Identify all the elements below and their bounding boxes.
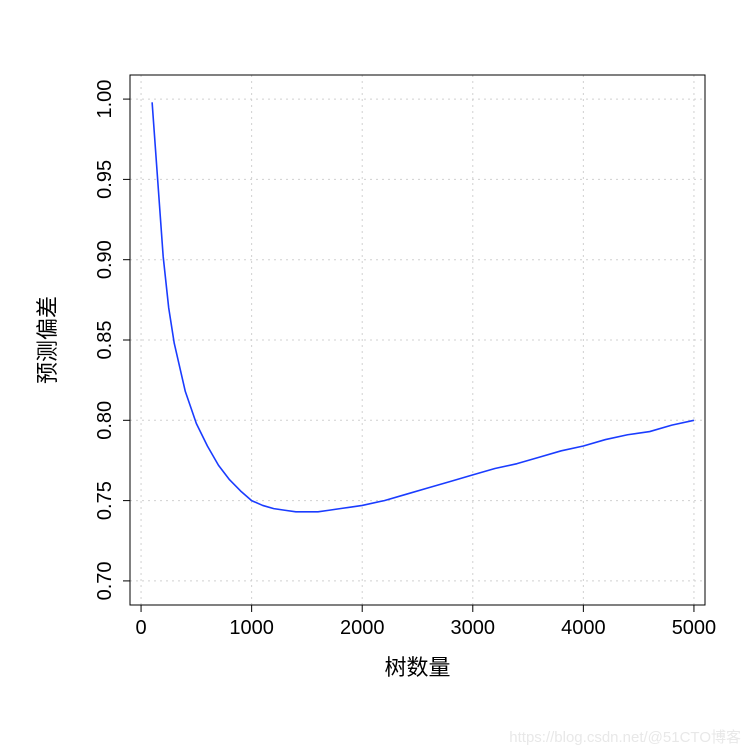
- y-tick-label: 0.80: [94, 401, 116, 440]
- y-tick-label: 0.85: [94, 321, 116, 360]
- y-tick-label: 0.90: [94, 240, 116, 279]
- x-tick-label: 3000: [451, 617, 496, 639]
- x-axis-label: 树数量: [384, 655, 450, 680]
- x-tick-label: 4000: [561, 617, 606, 639]
- x-tick-label: 0: [135, 617, 146, 639]
- x-tick-label: 1000: [229, 617, 274, 639]
- y-axis-label: 预测偏差: [35, 296, 60, 384]
- y-tick-label: 1.00: [94, 80, 116, 119]
- y-tick-label: 0.95: [94, 160, 116, 199]
- y-tick-label: 0.70: [94, 561, 116, 600]
- y-tick-label: 0.75: [94, 481, 116, 520]
- x-tick-label: 5000: [672, 617, 717, 639]
- x-tick-label: 2000: [340, 617, 385, 639]
- line-chart: 0 1000 2000 3000 4000 5000 0.70 0.75 0.80 0.85 0.9…: [0, 0, 753, 753]
- chart-container: 0 1000 2000 3000 4000 5000 0.70 0.75 0.80 0.85 0.9…: [0, 0, 753, 753]
